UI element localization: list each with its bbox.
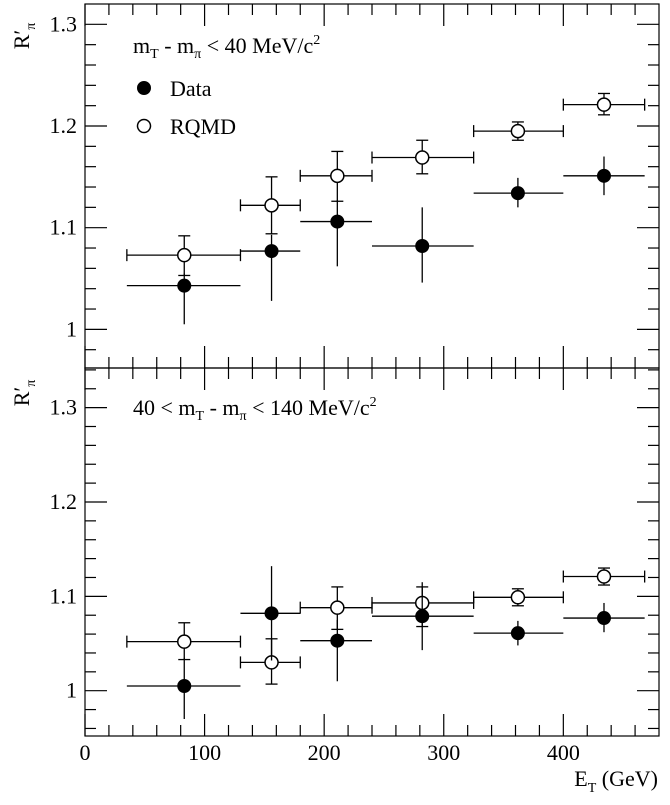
- rqmd-marker: [177, 634, 192, 649]
- top-rqmd-point-5: [562, 92, 646, 116]
- data-marker: [510, 626, 525, 641]
- legend-rqmd-marker: [136, 118, 152, 134]
- bottom-rqmd-point-4: [472, 588, 564, 607]
- legend: Data RQMD: [136, 76, 236, 139]
- top-data-point-0: [126, 273, 241, 325]
- top-y-tick-label: 1.3: [50, 11, 78, 36]
- rqmd-marker: [177, 247, 192, 263]
- bottom-data-point-0: [126, 657, 241, 720]
- rqmd-marker: [264, 198, 279, 213]
- bottom-y-axis-title: R′π: [9, 380, 39, 407]
- top-data-point-2: [300, 200, 372, 267]
- data-marker: [415, 609, 430, 624]
- top-rqmd-point-1: [239, 176, 301, 235]
- bottom-rqmd-point-0: [126, 622, 242, 661]
- rqmd-marker: [510, 123, 526, 139]
- bottom-y-tick-label: 1.1: [50, 583, 78, 608]
- data-marker: [596, 168, 611, 183]
- data-marker: [415, 238, 430, 253]
- top-y-tick-label: 1: [66, 316, 77, 341]
- x-tick-label: 200: [308, 740, 341, 765]
- data-marker: [177, 278, 192, 293]
- top-data-point-1: [240, 234, 301, 301]
- bottom-data-point-2: [300, 619, 372, 682]
- top-y-tick-label: 1.1: [50, 215, 78, 240]
- bottom-data-point-1: [240, 566, 301, 661]
- bottom-data-point-5: [563, 602, 645, 633]
- data-marker: [596, 611, 611, 626]
- rqmd-marker: [330, 600, 345, 615]
- legend-rqmd-label: RQMD: [170, 114, 236, 139]
- x-tick-label: 0: [80, 740, 91, 765]
- top-y-axis-title: R′π: [9, 23, 39, 50]
- rqmd-marker: [510, 590, 526, 605]
- rqmd-marker: [414, 150, 430, 165]
- legend-data-label: Data: [170, 76, 212, 101]
- top-rqmd-point-2: [299, 150, 373, 202]
- top-panel-frame: [84, 3, 660, 369]
- bottom-y-tick-label: 1.2: [50, 489, 78, 514]
- top-rqmd-point-4: [472, 121, 564, 141]
- top-rqmd-point-0: [126, 235, 242, 277]
- chart-marks: 1.3 1.2 1.1 1 1.3 1.2 1.1 1 0 100 200 300 400: [50, 4, 659, 765]
- data-marker: [264, 606, 279, 621]
- top-rqmd-point-3: [371, 139, 475, 175]
- top-data-point-5: [563, 156, 645, 196]
- data-marker: [177, 678, 192, 693]
- bottom-rqmd-point-2: [299, 586, 373, 631]
- rqmd-marker: [330, 168, 345, 184]
- data-marker: [264, 244, 279, 259]
- x-tick-label: 100: [188, 740, 221, 765]
- top-data-point-4: [473, 177, 564, 208]
- bottom-rqmd-point-5: [562, 567, 646, 586]
- data-marker: [330, 214, 345, 229]
- data-marker: [330, 633, 345, 648]
- x-tick-label: 400: [547, 740, 580, 765]
- data-marker: [510, 186, 525, 201]
- top-y-tick-label: 1.2: [50, 113, 78, 138]
- rqmd-marker: [596, 97, 612, 112]
- bottom-rqmd-point-1: [239, 638, 301, 685]
- rqmd-marker: [596, 569, 612, 584]
- bottom-data-point-3: [372, 582, 474, 651]
- legend-data-marker: [137, 81, 151, 95]
- bottom-data-point-4: [473, 620, 564, 646]
- bottom-panel-annotation: 40 < mT - mπ < 140 MeV/c2: [133, 395, 377, 424]
- bottom-y-tick-label: 1: [66, 678, 77, 703]
- x-axis-title: ET (GeV): [574, 766, 658, 796]
- x-tick-label: 300: [427, 740, 460, 765]
- top-data-point-3: [372, 207, 474, 283]
- top-panel-annotation: mT - mπ < 40 MeV/c2: [133, 33, 320, 62]
- bottom-y-tick-label: 1.3: [50, 395, 78, 420]
- bottom-panel-frame: [84, 367, 660, 737]
